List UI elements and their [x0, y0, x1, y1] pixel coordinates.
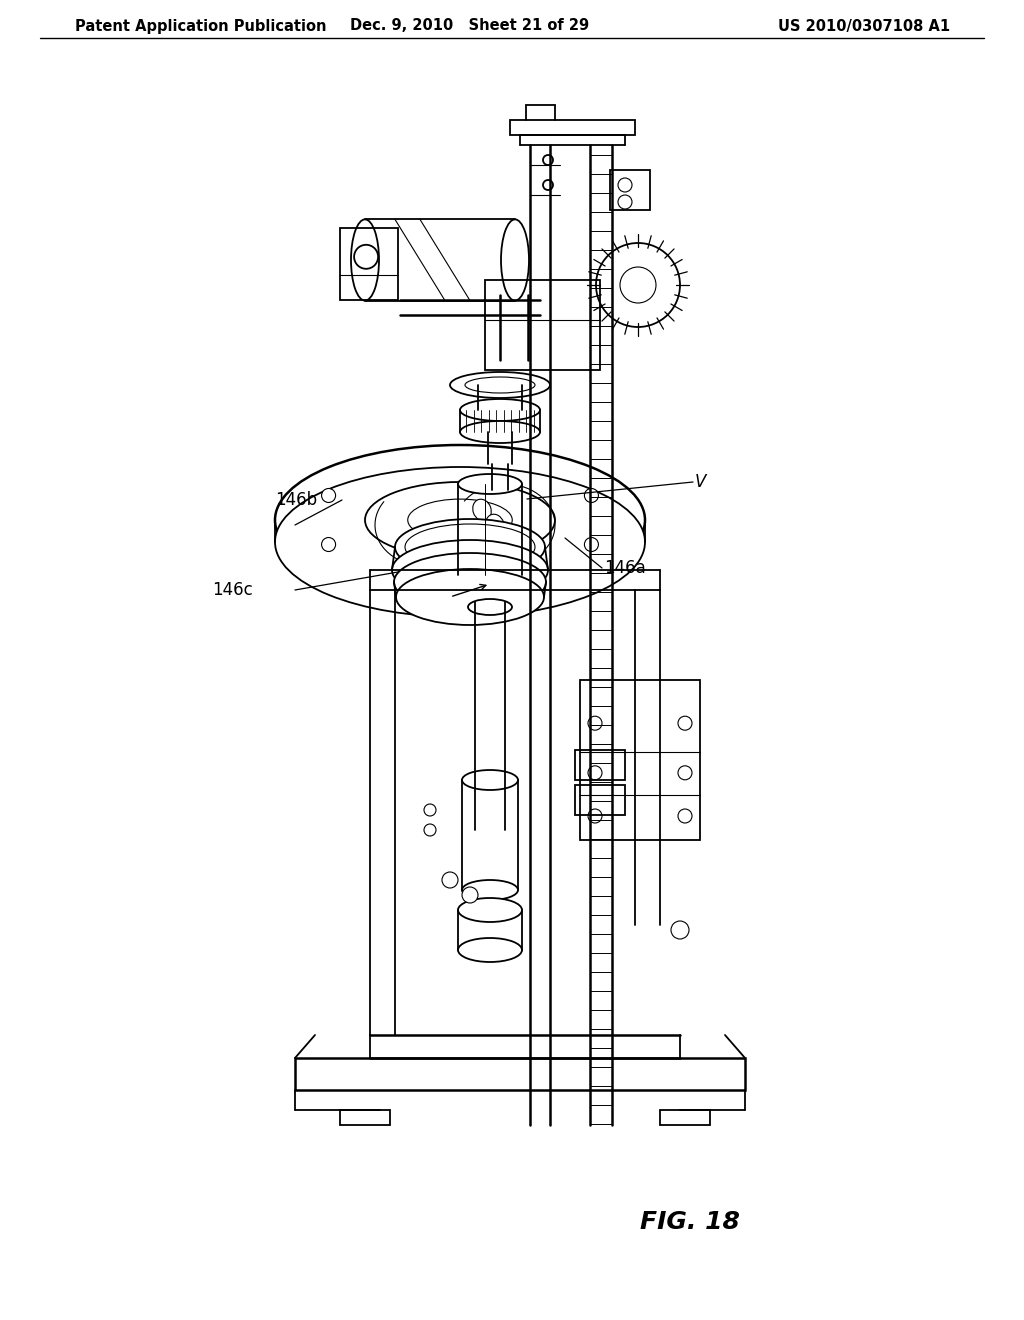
Ellipse shape — [488, 544, 507, 566]
Ellipse shape — [275, 467, 645, 616]
Circle shape — [424, 804, 436, 816]
Circle shape — [585, 488, 598, 503]
Circle shape — [588, 717, 602, 730]
Circle shape — [678, 809, 692, 822]
Text: 146b: 146b — [275, 491, 317, 510]
Circle shape — [671, 921, 689, 939]
Ellipse shape — [478, 457, 522, 471]
Circle shape — [678, 766, 692, 780]
Text: 146a: 146a — [604, 558, 646, 577]
Ellipse shape — [460, 421, 540, 444]
Ellipse shape — [392, 540, 548, 601]
Circle shape — [588, 809, 602, 822]
Text: US 2010/0307108 A1: US 2010/0307108 A1 — [778, 18, 950, 33]
Ellipse shape — [458, 898, 522, 921]
Text: FIG. 18: FIG. 18 — [640, 1210, 740, 1234]
Circle shape — [678, 717, 692, 730]
Circle shape — [585, 537, 598, 552]
Ellipse shape — [501, 219, 529, 301]
Circle shape — [618, 195, 632, 209]
Text: Patent Application Publication: Patent Application Publication — [75, 18, 327, 33]
Ellipse shape — [408, 499, 512, 541]
Ellipse shape — [468, 599, 512, 615]
Text: 146c: 146c — [212, 581, 253, 599]
Ellipse shape — [465, 378, 535, 393]
Text: V: V — [695, 473, 707, 491]
Ellipse shape — [458, 474, 522, 494]
Ellipse shape — [394, 553, 546, 611]
Ellipse shape — [485, 515, 504, 536]
Circle shape — [354, 244, 378, 269]
Circle shape — [322, 537, 336, 552]
Circle shape — [618, 178, 632, 191]
Ellipse shape — [275, 445, 645, 595]
Ellipse shape — [460, 399, 540, 421]
Ellipse shape — [458, 939, 522, 962]
Circle shape — [462, 887, 478, 903]
Circle shape — [424, 824, 436, 836]
Circle shape — [442, 873, 458, 888]
Ellipse shape — [450, 372, 550, 399]
Ellipse shape — [406, 524, 535, 570]
Circle shape — [588, 766, 602, 780]
Circle shape — [543, 154, 553, 165]
Ellipse shape — [471, 529, 489, 550]
Ellipse shape — [395, 519, 545, 576]
Ellipse shape — [462, 880, 518, 900]
Ellipse shape — [396, 569, 544, 624]
Ellipse shape — [462, 770, 518, 789]
Ellipse shape — [473, 499, 492, 521]
Ellipse shape — [365, 482, 555, 558]
Circle shape — [322, 488, 336, 503]
Text: Dec. 9, 2010   Sheet 21 of 29: Dec. 9, 2010 Sheet 21 of 29 — [350, 18, 590, 33]
Ellipse shape — [458, 565, 522, 585]
Ellipse shape — [351, 219, 379, 301]
Circle shape — [543, 180, 553, 190]
